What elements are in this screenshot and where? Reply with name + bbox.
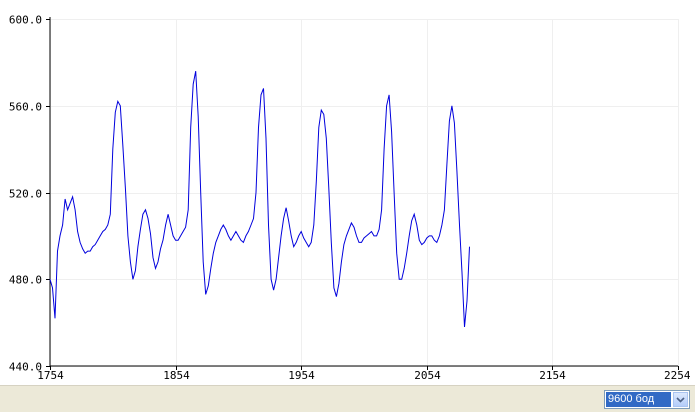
baud-rate-value: 9600 бод — [606, 392, 671, 407]
tick-labels: 1754 1854 1954 2054 2154 2254 440.0 480.0 520.0 5… — [9, 14, 691, 383]
status-bar: 9600 бод — [0, 385, 695, 412]
series-line — [49, 71, 470, 328]
y-tick-label: 520.0 — [9, 188, 42, 201]
chevron-down-icon[interactable] — [673, 392, 688, 407]
y-tick-label: 480.0 — [9, 274, 42, 287]
x-tick-label: 1854 — [163, 369, 190, 382]
x-tick-label: 1954 — [288, 369, 315, 382]
x-tick-label: 2154 — [539, 369, 566, 382]
axes — [49, 17, 678, 367]
y-tick-label: 440.0 — [9, 361, 42, 374]
line-chart: 1754 1854 1954 2054 2154 2254 440.0 480.0 520.0 5… — [9, 14, 691, 383]
plot-area: 1754 1854 1954 2054 2154 2254 440.0 480.0 520.0 5… — [9, 14, 691, 383]
x-tick-label: 1754 — [37, 369, 64, 382]
baud-rate-dropdown[interactable]: 9600 бод — [604, 390, 690, 409]
tick-marks — [46, 19, 679, 370]
grid — [50, 19, 679, 367]
x-tick-label: 2254 — [664, 369, 691, 382]
y-tick-label: 600.0 — [9, 14, 42, 27]
x-tick-label: 2054 — [414, 369, 441, 382]
y-tick-label: 560.0 — [9, 101, 42, 114]
